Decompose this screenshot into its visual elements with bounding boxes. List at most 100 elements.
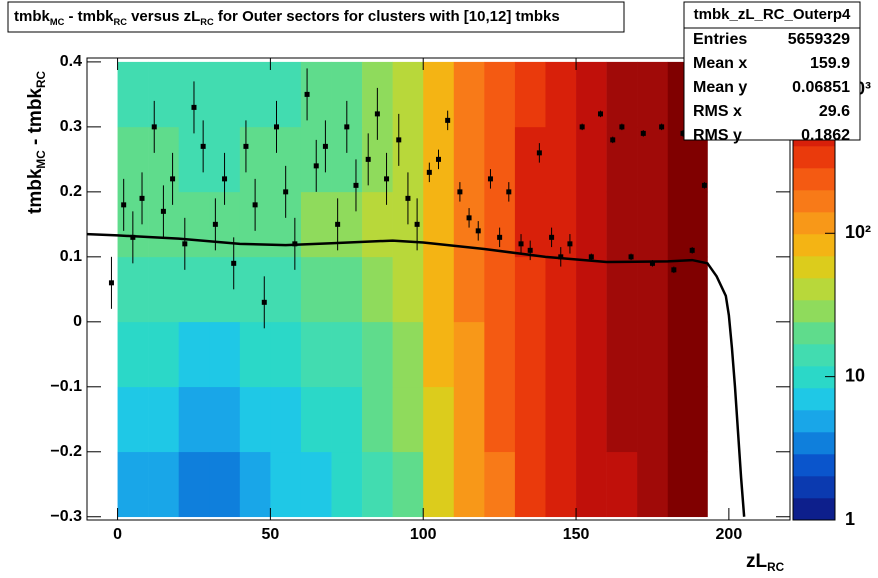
- x-tick-label: 50: [261, 526, 279, 543]
- x-tick-label: 0: [113, 526, 122, 543]
- profile-point: [466, 215, 472, 221]
- text-part: zL: [746, 551, 768, 572]
- heat-cell: [423, 191, 455, 258]
- heat-cell: [484, 256, 516, 323]
- profile-point: [527, 247, 533, 253]
- heat-cell: [606, 191, 638, 258]
- color-bar-step: [793, 322, 835, 345]
- x-tick-label: 100: [410, 526, 437, 543]
- heat-cell: [117, 386, 149, 453]
- profile-point: [689, 247, 695, 253]
- heat-cell: [576, 451, 607, 518]
- profile-point: [322, 143, 328, 149]
- heat-cell: [484, 61, 516, 128]
- z-tick-label: 10: [845, 365, 865, 385]
- heat-cell: [300, 386, 332, 453]
- profile-point: [170, 176, 176, 182]
- profile-point: [588, 254, 594, 260]
- profile-point: [374, 111, 380, 117]
- heat-cell: [514, 321, 546, 388]
- heat-cell: [667, 191, 699, 258]
- profile-point: [353, 182, 359, 188]
- heat-cell: [178, 256, 210, 323]
- heat-cell: [423, 61, 455, 128]
- frame: [86, 57, 791, 521]
- heat-cell: [239, 451, 271, 518]
- heat-cell: [331, 451, 363, 518]
- stats-value: 5659329: [788, 31, 850, 48]
- heat-cell: [270, 321, 302, 388]
- text-part: - tmbk: [25, 88, 46, 151]
- heat-cell: [148, 256, 179, 323]
- heat-cell: [514, 451, 546, 518]
- color-bar-step: [793, 256, 835, 279]
- profile-point: [497, 234, 503, 240]
- text-part: tmbk: [14, 8, 50, 25]
- heat-cell: [637, 451, 669, 518]
- heat-cell: [362, 451, 393, 518]
- heat-cell: [514, 61, 546, 128]
- heat-cell: [606, 386, 638, 453]
- profile-point: [659, 124, 665, 130]
- color-bar-step: [793, 212, 835, 235]
- color-bar-step: [793, 278, 835, 301]
- heat-cell: [178, 451, 210, 518]
- heat-cell: [698, 321, 708, 388]
- color-bar-step: [793, 234, 835, 257]
- profile-point: [671, 267, 677, 273]
- heat-cell: [545, 321, 577, 388]
- stats-title: tmbk_zL_RC_Outerp4: [694, 6, 851, 23]
- heat-cell: [667, 451, 699, 518]
- profile-point: [457, 189, 463, 195]
- text-part: - tmbk: [64, 8, 114, 25]
- heatmap: [117, 61, 708, 518]
- heat-cell: [270, 256, 302, 323]
- heat-cell: [545, 126, 577, 193]
- color-bar-step: [793, 454, 835, 477]
- heat-cell: [423, 256, 455, 323]
- subscript: RC: [767, 561, 784, 574]
- color-bar-step: [793, 300, 835, 323]
- heat-cell: [453, 321, 485, 388]
- color-bar-step: [793, 366, 835, 389]
- subscript: MC: [35, 150, 48, 169]
- heat-cell: [209, 386, 241, 453]
- heat-cell: [637, 321, 669, 388]
- heat-cell: [606, 451, 638, 518]
- heat-cell: [148, 126, 179, 193]
- heat-cell: [606, 61, 638, 128]
- heat-cell: [453, 451, 485, 518]
- stats-label: RMS y: [693, 127, 742, 144]
- profile-point: [506, 189, 512, 195]
- stats-label: RMS x: [693, 103, 742, 120]
- stats-label: Mean x: [693, 55, 747, 72]
- heat-cell: [362, 386, 393, 453]
- heat-cell: [484, 451, 516, 518]
- profile-point: [252, 202, 258, 208]
- profile-point: [243, 143, 249, 149]
- profile-point: [536, 150, 542, 156]
- heat-cell: [270, 61, 302, 128]
- heat-cell: [148, 386, 179, 453]
- heat-cell: [117, 61, 149, 128]
- heat-cell: [667, 386, 699, 453]
- stats-value: 0.1862: [801, 127, 850, 144]
- heat-cell: [453, 61, 485, 128]
- y-tick-label: −0.1: [50, 378, 82, 395]
- heat-cell: [698, 451, 708, 518]
- heat-cell: [698, 126, 708, 193]
- profile-point: [139, 195, 145, 201]
- heat-cell: [270, 451, 302, 518]
- heat-cell: [545, 61, 577, 128]
- profile-point: [414, 221, 420, 227]
- heat-cell: [392, 451, 424, 518]
- profile-point: [619, 124, 625, 130]
- heat-cell: [178, 386, 210, 453]
- heat-cell: [239, 321, 271, 388]
- profile-point: [384, 176, 390, 182]
- z-tick-label: 10²: [845, 222, 871, 242]
- profile-point: [191, 104, 197, 110]
- profile-point: [640, 130, 646, 136]
- heat-cell: [209, 256, 241, 323]
- heat-cell: [514, 126, 546, 193]
